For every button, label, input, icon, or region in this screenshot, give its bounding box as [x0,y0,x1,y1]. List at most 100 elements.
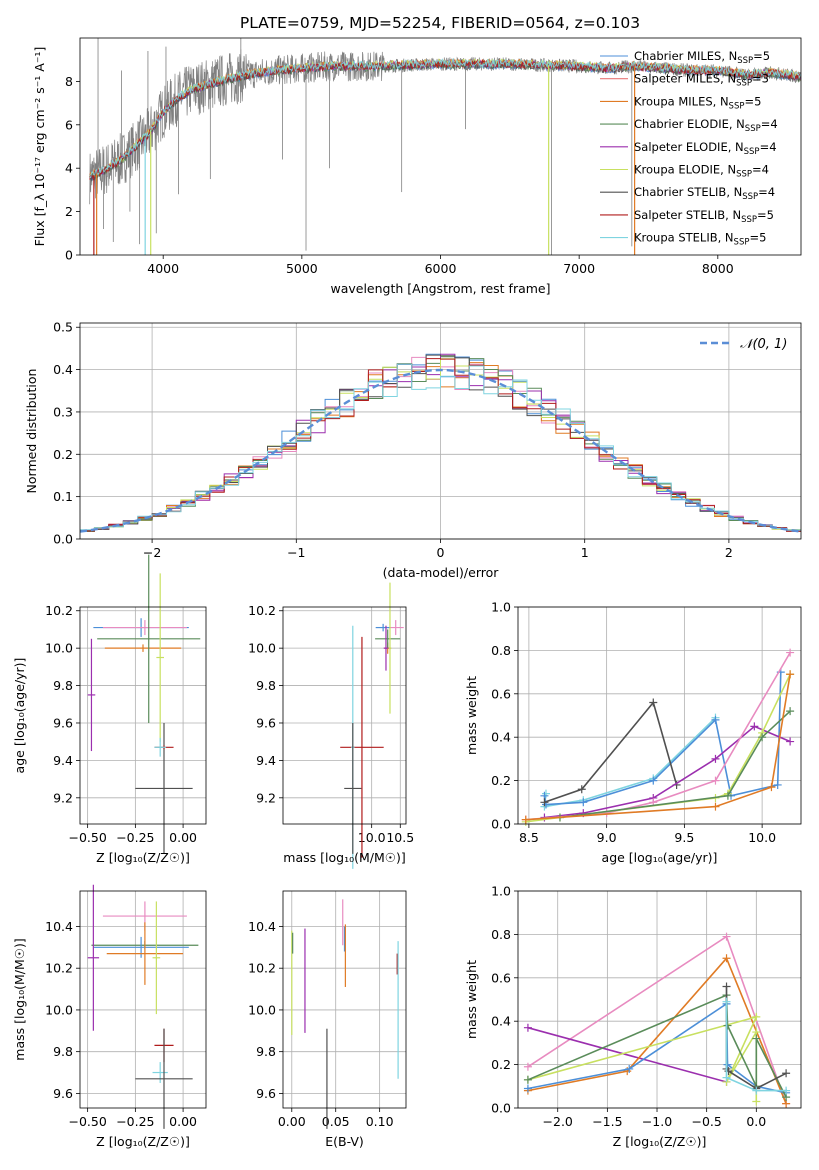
x-tick-label: 8.5 [519,830,539,845]
weight-marker [786,670,795,679]
y-tick-label: 9.6 [53,715,73,730]
weight-marker [625,1064,634,1073]
weight-marker [523,1084,532,1093]
normal-curve [80,368,801,533]
y-tick-label: 9.6 [256,715,276,730]
axes-frame [79,37,802,256]
y-axis-label: age [log₁₀(age/yr)] [12,658,27,774]
x-tick-label: −0.25 [116,830,154,845]
legend-label: Chabrier ELODIE, NSSP=4 [634,117,778,134]
y-tick-label: 0.4 [491,1014,511,1029]
histogram-step [80,363,801,531]
axes-frame [79,606,207,825]
weight-marker [540,798,549,807]
axes-frame [517,890,802,1109]
figure-title: PLATE=0759, MJD=52254, FIBERID=0564, z=0… [240,14,640,32]
y-tick-label: 0.1 [53,489,73,504]
legend-label: 𝒩(0, 1) [740,337,787,352]
plot-area-mass_vs_Z [87,884,199,1129]
y-tick-label: 9.4 [256,753,276,768]
weight-marker [649,698,658,707]
weight-marker [722,1073,731,1082]
y-axis-label: mass weight [464,676,479,755]
axes-frame [79,322,802,540]
y-tick-label: 0.0 [53,532,73,547]
model-spectrum-line [89,57,801,179]
x-tick-label: 7000 [563,261,595,276]
y-tick-label: 0.5 [53,320,73,335]
weight-series-line [559,710,791,819]
y-tick-label: 0.6 [491,686,511,701]
x-axis-label: wavelength [Angstrom, rest frame] [330,281,550,296]
spectrum-legend: Chabrier MILES, NSSP=5 Salpeter MILES, NS… [600,49,778,248]
weight-marker [711,776,720,785]
weight-marker [577,785,586,794]
y-tick-label: 9.8 [53,1044,73,1059]
weight-series-line [725,1001,787,1092]
y-axis-label: mass weight [464,960,479,1039]
plot-area-weight_vs_age [521,648,795,826]
legend-label: Kroupa STELIB, NSSP=5 [634,231,766,248]
legend-label: Salpeter ELODIE, NSSP=4 [634,140,777,157]
weight-marker [523,1075,532,1084]
y-tick-label: 0.2 [491,1057,511,1072]
x-tick-label: 10.0 [358,830,386,845]
x-tick-label: −0.25 [116,1114,154,1129]
y-tick-label: 0.4 [53,362,73,377]
x-tick-label: 1 [581,545,589,560]
x-tick-label: 0.10 [366,1114,394,1129]
x-tick-label: 10.0 [748,830,776,845]
y-tick-label: 0 [65,248,73,263]
weight-marker [782,1086,791,1095]
plot-area-residuals [80,353,801,533]
y-tick-label: 0.4 [491,730,511,745]
x-tick-label: −2.0 [543,1114,573,1129]
y-tick-label: 1.0 [491,884,511,899]
y-tick-label: 10.0 [45,641,73,656]
y-tick-label: 9.8 [53,678,73,693]
weight-marker [723,1021,732,1030]
weight-marker [649,776,658,785]
y-tick-label: 2 [65,204,73,219]
weight-marker [773,780,782,789]
weight-marker [722,932,731,941]
x-tick-label: −1.5 [592,1114,622,1129]
y-tick-label: 0.8 [491,927,511,942]
y-tick-label: 10.2 [45,603,73,618]
weight-marker [711,754,720,763]
weight-marker [722,954,731,963]
x-tick-label: 5000 [286,261,318,276]
y-tick-label: 0.2 [53,447,73,462]
y-tick-label: 4 [65,161,73,176]
y-tick-label: 10.0 [45,1002,73,1017]
weight-marker [722,997,731,1006]
panel-weight_vs_age: 8.5 9.0 9.5 10.0 0.0 0.2 0.4 0.6 0.8 1.0 age [log₁… [464,600,802,865]
y-tick-label: 1.0 [491,600,511,615]
weight-series-line [527,1026,727,1083]
y-tick-label: 0.0 [491,817,511,832]
y-axis-label: Flux [f_λ 10⁻¹⁷ erg cm⁻² s⁻¹ A⁻¹] [32,47,47,247]
legend-label: Chabrier STELIB, NSSP=4 [634,185,775,202]
x-tick-label: 0.00 [169,1114,197,1129]
x-tick-label: 2 [725,545,733,560]
x-tick-label: −1 [287,545,305,560]
x-tick-label: 0.00 [169,830,197,845]
y-tick-label: 10.4 [248,919,276,934]
weight-marker [752,1086,761,1095]
weight-marker [723,1060,732,1069]
x-tick-label: 9.0 [597,830,617,845]
y-tick-label: 9.6 [53,1086,73,1101]
weight-marker [723,791,732,800]
x-tick-label: 10.5 [386,830,414,845]
weight-marker [711,802,720,811]
x-tick-label: 8000 [702,261,734,276]
weight-marker [579,798,588,807]
x-axis-label: (data-model)/error [383,565,500,580]
weight-marker [786,648,795,657]
y-tick-label: 6 [65,117,73,132]
x-tick-label: −1.0 [642,1114,672,1129]
weight-series-line [544,725,791,819]
weight-marker [758,733,767,742]
